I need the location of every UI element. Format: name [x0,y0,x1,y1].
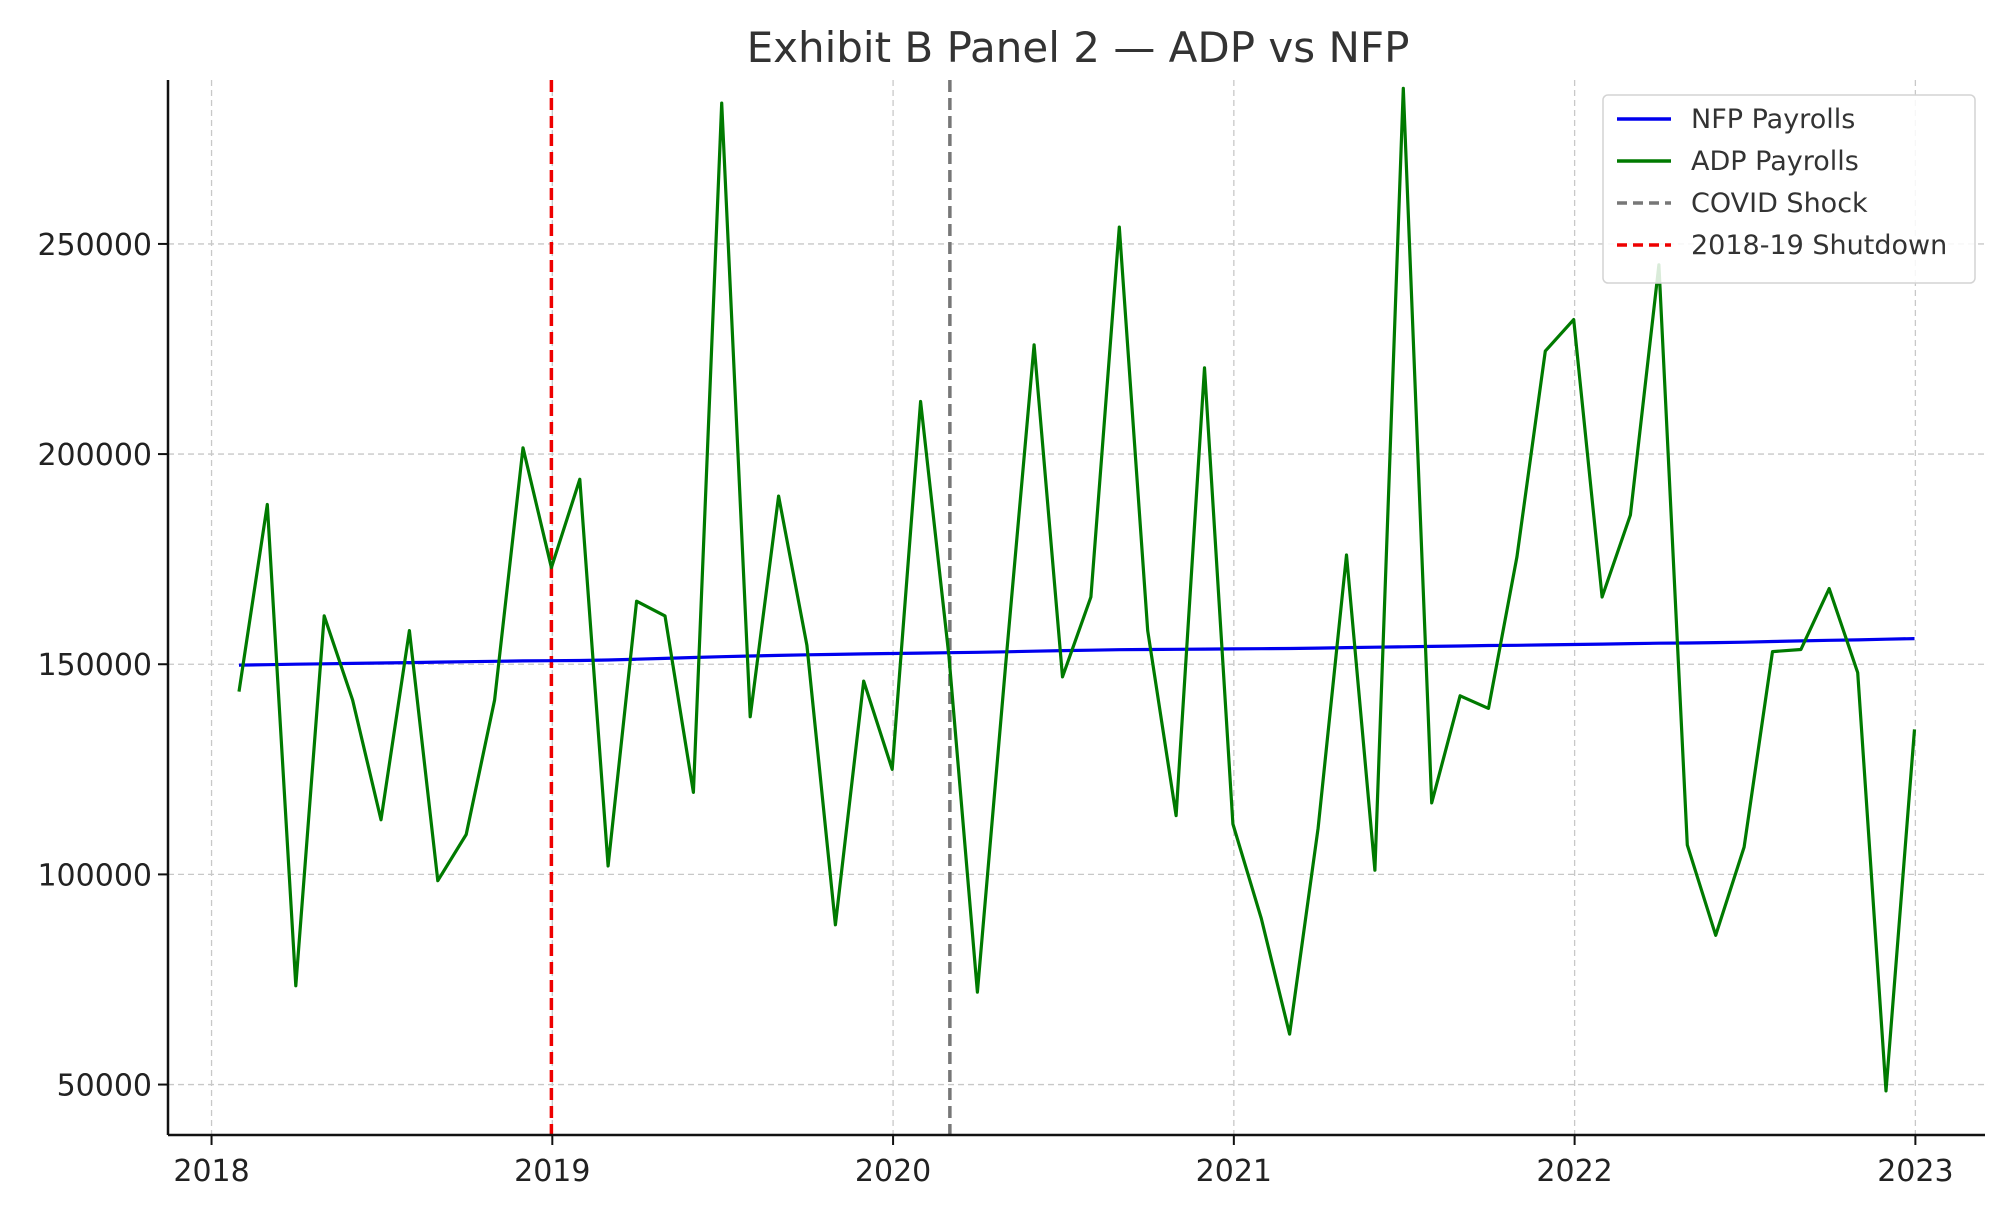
x-tick-label: 2023 [1877,1154,1953,1189]
y-tick-label: 200000 [37,438,152,473]
legend-frame [1602,94,1976,284]
series-line-nfp-payrolls [238,637,1915,667]
x-tick-label: 2021 [1196,1154,1272,1189]
x-tick-label: 2020 [855,1154,931,1189]
legend-label-2018-19-shutdown: 2018-19 Shutdown [1691,230,1947,261]
series-layer [237,86,1917,1093]
x-tick-label: 2018 [173,1154,249,1189]
legend-label-nfp-payrolls: NFP Payrolls [1691,104,1855,135]
y-tick-label: 250000 [37,228,152,263]
y-tick-label: 150000 [37,648,152,683]
legend: NFP Payrolls ADP Payrolls COVID Shock 2018-… [1602,94,1976,284]
event-markers [549,80,952,1135]
x-tick-label: 2022 [1536,1154,1612,1189]
legend-label-adp-payrolls: ADP Payrolls [1691,146,1859,177]
y-tick-label: 100000 [37,858,152,893]
x-tick-label: 2019 [514,1154,590,1189]
legend-label-covid-shock: COVID Shock [1691,188,1868,219]
chart-title: Exhibit B Panel 2 — ADP vs NFP [747,23,1410,72]
axes: 50000 100000 150000 200000 250000 2018 2019 202… [37,80,1985,1189]
y-tick-label: 50000 [57,1069,152,1104]
series-line-adp-payrolls [237,86,1917,1093]
